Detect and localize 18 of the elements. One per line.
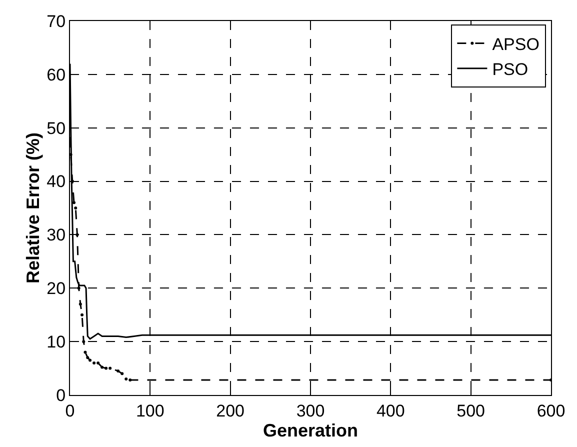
y-tick-label: 30 <box>46 226 66 245</box>
y-tick-label: 60 <box>46 65 66 84</box>
y-tick-label: 10 <box>46 332 66 352</box>
y-axis-title: Relative Error (%) <box>22 132 43 284</box>
legend-label: PSO <box>492 60 528 80</box>
x-tick-label: 400 <box>376 401 405 420</box>
y-tick-label: 20 <box>46 279 66 298</box>
legend-label: APSO <box>492 34 540 54</box>
y-tick-label: 50 <box>46 118 66 138</box>
y-tick-label: 70 <box>46 12 66 31</box>
x-tick-label: 200 <box>216 401 245 420</box>
x-axis-title: Generation <box>262 420 358 440</box>
y-tick-label: 40 <box>46 172 66 192</box>
x-tick-label: 100 <box>136 401 164 420</box>
x-tick-label: 500 <box>456 401 486 420</box>
x-tick-label: 300 <box>296 401 325 420</box>
y-tick-label: 0 <box>56 386 66 405</box>
x-tick-label: 600 <box>536 401 566 420</box>
